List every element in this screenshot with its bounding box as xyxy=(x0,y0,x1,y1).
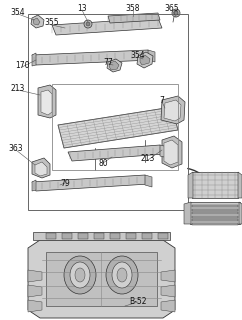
Polygon shape xyxy=(164,140,178,165)
Polygon shape xyxy=(148,50,155,62)
Polygon shape xyxy=(162,136,182,168)
Polygon shape xyxy=(140,55,150,65)
Polygon shape xyxy=(32,180,36,191)
Text: 77: 77 xyxy=(103,58,113,67)
Polygon shape xyxy=(238,172,242,198)
Text: 79: 79 xyxy=(60,179,70,188)
Text: 7: 7 xyxy=(159,95,164,105)
Circle shape xyxy=(86,22,90,26)
Polygon shape xyxy=(32,158,50,178)
Polygon shape xyxy=(188,172,193,198)
Polygon shape xyxy=(126,233,136,239)
Polygon shape xyxy=(137,52,153,68)
Polygon shape xyxy=(62,233,72,239)
Text: 213: 213 xyxy=(11,84,25,92)
Bar xyxy=(52,84,178,170)
Polygon shape xyxy=(28,300,42,312)
Polygon shape xyxy=(109,61,119,70)
Text: 213: 213 xyxy=(141,154,155,163)
Polygon shape xyxy=(145,175,152,187)
Polygon shape xyxy=(107,59,122,72)
Text: 80: 80 xyxy=(98,158,108,167)
Polygon shape xyxy=(46,233,56,239)
Polygon shape xyxy=(160,145,168,158)
Ellipse shape xyxy=(75,268,85,282)
Ellipse shape xyxy=(106,256,138,294)
Polygon shape xyxy=(164,100,181,121)
Text: 363: 363 xyxy=(9,143,23,153)
Text: 365: 365 xyxy=(165,4,179,12)
Ellipse shape xyxy=(117,268,127,282)
Polygon shape xyxy=(161,96,185,124)
Ellipse shape xyxy=(70,262,90,288)
Polygon shape xyxy=(52,18,162,35)
Text: 358: 358 xyxy=(126,4,140,12)
Polygon shape xyxy=(35,162,47,176)
Polygon shape xyxy=(94,233,104,239)
Circle shape xyxy=(84,20,92,28)
Polygon shape xyxy=(161,300,175,312)
Polygon shape xyxy=(32,175,149,191)
Polygon shape xyxy=(184,202,191,224)
Polygon shape xyxy=(192,212,238,214)
Polygon shape xyxy=(142,233,152,239)
Polygon shape xyxy=(192,209,238,211)
Polygon shape xyxy=(31,15,44,28)
Polygon shape xyxy=(161,270,175,282)
Polygon shape xyxy=(28,270,42,282)
Text: 170: 170 xyxy=(15,60,29,69)
Text: 354: 354 xyxy=(11,7,25,17)
Text: B-52: B-52 xyxy=(129,298,147,307)
Polygon shape xyxy=(192,215,238,218)
Polygon shape xyxy=(192,222,238,225)
Polygon shape xyxy=(33,18,40,25)
Ellipse shape xyxy=(64,256,96,294)
Circle shape xyxy=(172,9,180,17)
Polygon shape xyxy=(190,202,240,224)
Polygon shape xyxy=(78,233,88,239)
Polygon shape xyxy=(161,285,175,297)
Polygon shape xyxy=(192,172,238,198)
Polygon shape xyxy=(46,252,157,306)
Polygon shape xyxy=(28,285,42,297)
Polygon shape xyxy=(158,233,168,239)
Polygon shape xyxy=(239,202,242,224)
Polygon shape xyxy=(192,205,238,207)
Text: 355: 355 xyxy=(45,18,59,27)
Polygon shape xyxy=(33,232,170,240)
Polygon shape xyxy=(32,53,36,66)
Polygon shape xyxy=(28,240,175,318)
Polygon shape xyxy=(68,145,164,161)
Ellipse shape xyxy=(112,262,132,288)
Bar xyxy=(28,14,188,210)
Polygon shape xyxy=(192,219,238,221)
Polygon shape xyxy=(108,13,160,23)
Text: 354: 354 xyxy=(131,51,145,60)
Circle shape xyxy=(174,11,178,15)
Polygon shape xyxy=(110,233,120,239)
Polygon shape xyxy=(41,90,52,115)
Polygon shape xyxy=(32,50,152,65)
Polygon shape xyxy=(38,85,56,118)
Text: 13: 13 xyxy=(77,4,87,12)
Polygon shape xyxy=(58,107,178,148)
